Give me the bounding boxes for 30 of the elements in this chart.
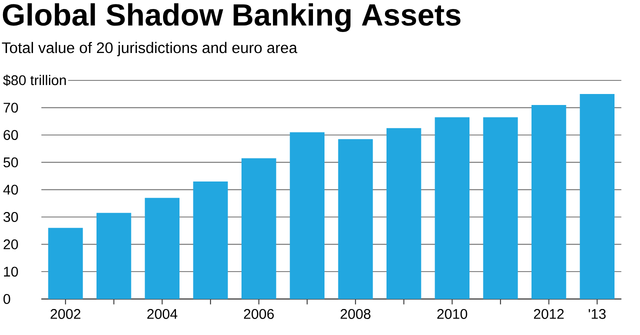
x-tick-label: 2010 [437,309,468,319]
x-tick-label: 2008 [340,309,370,319]
y-tick-label: 0 [3,294,10,304]
bar [580,94,614,299]
x-tick-label: 2002 [50,309,80,319]
x-tick-label: 2004 [147,309,178,319]
y-tick-label: 10 [4,266,18,277]
bar [338,139,373,299]
bar [531,104,566,299]
bar [434,117,470,299]
y-tick-label: 60 [4,130,18,140]
bar [483,117,518,299]
y-tick-label: 50 [4,157,18,168]
x-tick-label: '13 [588,309,606,319]
bar [386,128,422,299]
bar [96,212,132,299]
y-tick-label: 70 [4,102,18,113]
y-tick-label: 30 [3,212,18,222]
x-tick-label: 2006 [244,309,274,319]
bar [193,181,228,299]
y-tick-label: $80 trillion [3,74,66,86]
bar [290,132,324,299]
chart-title: Global Shadow Banking Assets [2,3,460,32]
y-tick-label: 20 [4,239,18,250]
bar [242,158,276,299]
x-tick-label: 2012 [534,309,564,319]
chart-subtitle: Total value of 20 jurisdictions and euro area [2,42,298,56]
y-tick-label: 40 [3,184,18,195]
bar [48,228,83,299]
bar [144,198,180,299]
